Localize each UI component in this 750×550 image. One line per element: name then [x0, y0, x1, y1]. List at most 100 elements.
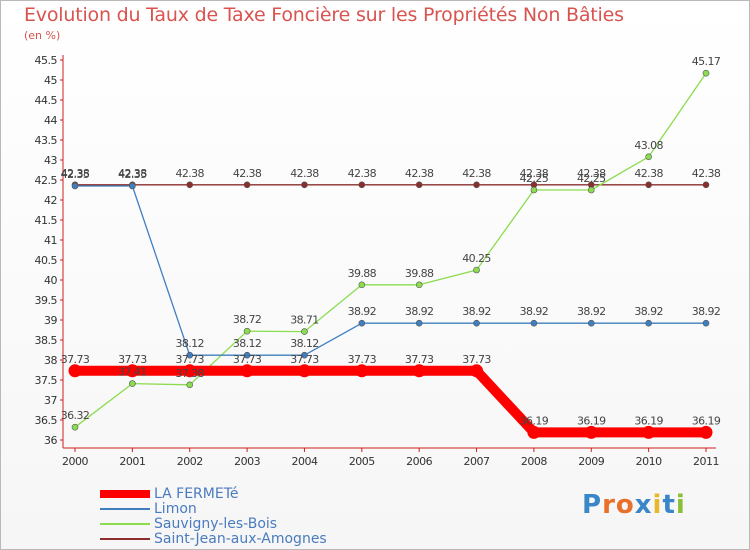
- data-label: 42.38: [577, 167, 606, 180]
- legend-label: Sauvigny-les-Bois: [154, 515, 278, 532]
- x-tick-label: 2001: [119, 455, 145, 468]
- data-point: [587, 186, 595, 194]
- data-point: [473, 319, 480, 327]
- data-label: 42.35: [61, 168, 90, 181]
- y-tick-label: 36: [44, 434, 57, 447]
- data-point: [645, 319, 652, 327]
- data-label: 36.19: [634, 414, 663, 427]
- data-label: 42.38: [290, 167, 319, 180]
- data-label: 40.25: [462, 252, 491, 265]
- legend-item: Sauvigny-les-Bois: [100, 516, 327, 531]
- x-tick-label: 2004: [291, 455, 317, 468]
- data-label: 36.32: [61, 409, 90, 422]
- data-point: [527, 425, 541, 439]
- data-label: 37.73: [118, 353, 147, 366]
- data-point: [412, 364, 426, 378]
- data-point: [68, 364, 82, 378]
- data-label: 37.73: [405, 353, 434, 366]
- data-label: 42.38: [175, 167, 204, 180]
- data-point: [297, 364, 311, 378]
- data-point: [642, 425, 656, 439]
- data-point: [473, 181, 480, 189]
- chart-title: Evolution du Taux de Taxe Foncière sur l…: [24, 4, 624, 26]
- data-point: [243, 327, 251, 335]
- y-tick-label: 39: [44, 314, 57, 327]
- data-label: 36.19: [520, 414, 549, 427]
- data-label: 38.92: [348, 305, 377, 318]
- x-tick-label: 2009: [578, 455, 604, 468]
- data-label: 37.73: [290, 353, 319, 366]
- y-tick-label: 44: [44, 114, 57, 127]
- data-label: 43.08: [634, 139, 663, 152]
- data-point: [358, 281, 366, 289]
- data-label: 37.73: [462, 353, 491, 366]
- data-point: [702, 181, 710, 189]
- data-label: 42.38: [405, 167, 434, 180]
- y-tick-label: 45.5: [35, 54, 58, 67]
- x-tick-label: 2000: [62, 455, 88, 468]
- data-label: 45.17: [692, 55, 721, 68]
- data-point: [240, 364, 254, 378]
- data-label: 38.71: [290, 314, 319, 327]
- data-point: [358, 319, 366, 327]
- data-point: [473, 266, 480, 274]
- data-label: 38.92: [405, 305, 434, 318]
- data-label: 42.38: [634, 167, 663, 180]
- series-line-sauvigny-les-bois: [74, 72, 707, 428]
- y-tick-label: 42: [44, 194, 57, 207]
- data-label: 42.25: [520, 172, 549, 185]
- data-point: [470, 364, 484, 378]
- data-point: [129, 380, 136, 387]
- data-label: 37.73: [61, 353, 90, 366]
- y-tick-label: 38: [44, 354, 57, 367]
- y-tick-label: 36.5: [35, 414, 58, 427]
- legend-swatch: [100, 522, 150, 525]
- legend-swatch: [100, 507, 150, 510]
- data-point: [183, 364, 197, 378]
- data-label: 38.92: [692, 305, 721, 318]
- logo-letter: o: [615, 490, 635, 520]
- data-point: [71, 423, 79, 431]
- legend-label: Limon: [154, 500, 197, 517]
- data-label: 39.88: [405, 267, 434, 280]
- data-point: [645, 181, 652, 189]
- data-label: 42.38: [233, 167, 262, 180]
- legend-swatch: [100, 537, 150, 540]
- data-point: [301, 181, 308, 189]
- y-tick-label: 43: [44, 154, 57, 167]
- x-tick-label: 2007: [464, 455, 490, 468]
- data-label: 38.12: [290, 337, 319, 350]
- legend-label: Saint-Jean-aux-Amognes: [154, 530, 327, 547]
- y-tick-label: 41.5: [35, 214, 58, 227]
- data-point: [530, 319, 538, 327]
- legend-item: Saint-Jean-aux-Amognes: [100, 531, 327, 546]
- data-label: 38.12: [175, 337, 204, 350]
- data-label: 37.41: [118, 366, 147, 379]
- data-label: 38.92: [577, 305, 606, 318]
- legend-item: Limon: [100, 501, 327, 516]
- data-point: [415, 319, 423, 327]
- data-label: 37.38: [175, 367, 204, 380]
- data-point: [699, 425, 713, 439]
- data-point: [415, 281, 423, 289]
- data-point: [415, 181, 423, 189]
- logo-letter: i: [675, 490, 686, 520]
- x-tick-label: 2002: [177, 455, 203, 468]
- data-label: 37.73: [233, 353, 262, 366]
- y-tick-label: 45: [44, 74, 57, 87]
- data-point: [243, 351, 251, 359]
- y-tick-label: 37: [44, 394, 57, 407]
- data-label: 38.12: [233, 337, 262, 350]
- data-label: 42.38: [348, 167, 377, 180]
- data-label: 42.38: [692, 167, 721, 180]
- logo-letter: r: [602, 490, 616, 520]
- y-tick-label: 39.5: [35, 294, 58, 307]
- x-tick-label: 2008: [521, 455, 547, 468]
- logo-letter: x: [634, 490, 653, 520]
- data-label: 42.38: [118, 167, 147, 180]
- data-label: 37.73: [175, 353, 204, 366]
- y-tick-label: 43.5: [35, 134, 58, 147]
- y-tick-label: 41: [44, 234, 57, 247]
